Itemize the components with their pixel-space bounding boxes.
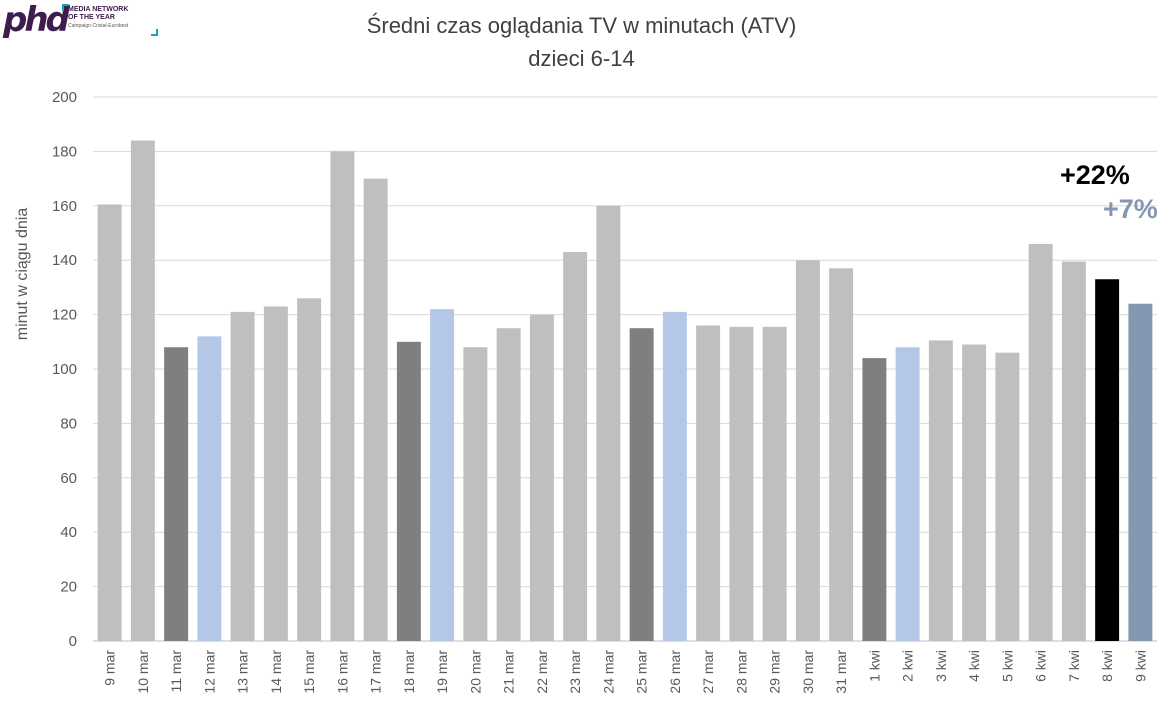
bar [496, 328, 521, 641]
bar [297, 298, 322, 641]
bar [862, 358, 887, 641]
logo-brand: phd [3, 0, 70, 40]
x-tick-label: 26 mar [667, 650, 683, 694]
bar [596, 205, 621, 642]
bar [363, 178, 388, 641]
x-tick-label: 24 mar [600, 650, 616, 694]
x-tick-label: 9 kwi [1132, 650, 1148, 682]
x-tick-label: 19 mar [434, 650, 450, 694]
annotation-plus-22: +22% [1060, 160, 1130, 190]
y-tick-label: 80 [60, 415, 77, 432]
x-tick-label: 30 mar [800, 650, 816, 694]
x-tick-label: 23 mar [567, 650, 583, 694]
bar [629, 328, 654, 641]
bar [762, 326, 787, 641]
y-tick-label: 120 [52, 307, 77, 324]
bar [829, 268, 854, 641]
bar [330, 151, 355, 641]
bar [1095, 279, 1120, 641]
logo-line-3: Campaign·Cristal·Eurobest [68, 23, 129, 29]
x-tick-label: 5 kwi [999, 650, 1015, 682]
bar [563, 252, 588, 642]
annotation-plus-7: +7% [1103, 194, 1158, 224]
x-tick-label: 18 mar [401, 650, 417, 694]
x-tick-label: 29 mar [767, 650, 783, 694]
bar [396, 341, 421, 641]
x-tick-label: 11 mar [168, 650, 184, 693]
x-tick-label: 4 kwi [966, 650, 982, 682]
logo-bracket [62, 4, 158, 36]
x-tick-label: 22 mar [534, 650, 550, 694]
x-tick-label: 28 mar [733, 650, 749, 694]
bar [696, 325, 721, 641]
bar [463, 347, 488, 641]
bar [197, 336, 222, 641]
x-tick-label: 21 mar [501, 650, 517, 694]
bar [97, 204, 122, 641]
x-tick-label: 9 mar [102, 650, 118, 686]
y-tick-label: 40 [60, 524, 77, 541]
x-tick-label: 13 mar [235, 650, 251, 694]
x-tick-label: 15 mar [301, 650, 317, 694]
bar [529, 314, 554, 641]
y-tick-label: 60 [60, 470, 77, 487]
x-tick-label: 31 mar [833, 650, 849, 694]
y-tick-label: 0 [69, 633, 77, 650]
y-tick-label: 20 [60, 579, 77, 596]
y-tick-label: 100 [52, 361, 77, 378]
x-tick-label: 14 mar [268, 650, 284, 694]
bar [130, 140, 155, 641]
bar [662, 311, 687, 641]
bar [263, 306, 288, 641]
x-tick-label: 27 mar [700, 650, 716, 694]
bar [164, 347, 189, 641]
logo-line-2: OF THE YEAR [68, 14, 115, 21]
x-tick-label: 1 kwi [866, 650, 882, 682]
x-tick-label: 2 kwi [900, 650, 916, 682]
y-tick-label: 160 [52, 198, 77, 215]
logo-line-1: MEDIA NETWORK [68, 6, 129, 13]
chart-subtitle: dzieci 6-14 [528, 46, 635, 71]
y-axis-label: minut w ciągu dnia [14, 208, 31, 341]
bar [995, 352, 1020, 641]
bar [430, 309, 455, 641]
bar [928, 340, 953, 641]
bar [1128, 303, 1153, 641]
x-tick-label: 10 mar [135, 650, 151, 694]
x-tick-label: 6 kwi [1033, 650, 1049, 682]
x-tick-label: 25 mar [634, 650, 650, 694]
bar [729, 326, 754, 641]
bar [795, 260, 820, 641]
x-tick-label: 17 mar [368, 650, 384, 694]
x-tick-label: 7 kwi [1066, 650, 1082, 682]
phd-logo: phd MEDIA NETWORK OF THE YEAR Campaign·C… [0, 0, 170, 42]
y-tick-label: 200 [52, 89, 77, 106]
bar [962, 344, 987, 641]
bar [1061, 261, 1086, 641]
bar [230, 311, 255, 641]
chart-title: Średni czas oglądania TV w minutach (ATV… [366, 13, 797, 38]
bar [1028, 243, 1053, 641]
y-tick-label: 140 [52, 252, 77, 269]
x-tick-label: 8 kwi [1099, 650, 1115, 682]
x-tick-label: 12 mar [201, 650, 217, 694]
y-tick-label: 180 [52, 143, 77, 160]
x-tick-label: 3 kwi [933, 650, 949, 682]
x-tick-label: 20 mar [467, 650, 483, 694]
x-tick-label: 16 mar [334, 650, 350, 694]
bar [895, 347, 920, 641]
